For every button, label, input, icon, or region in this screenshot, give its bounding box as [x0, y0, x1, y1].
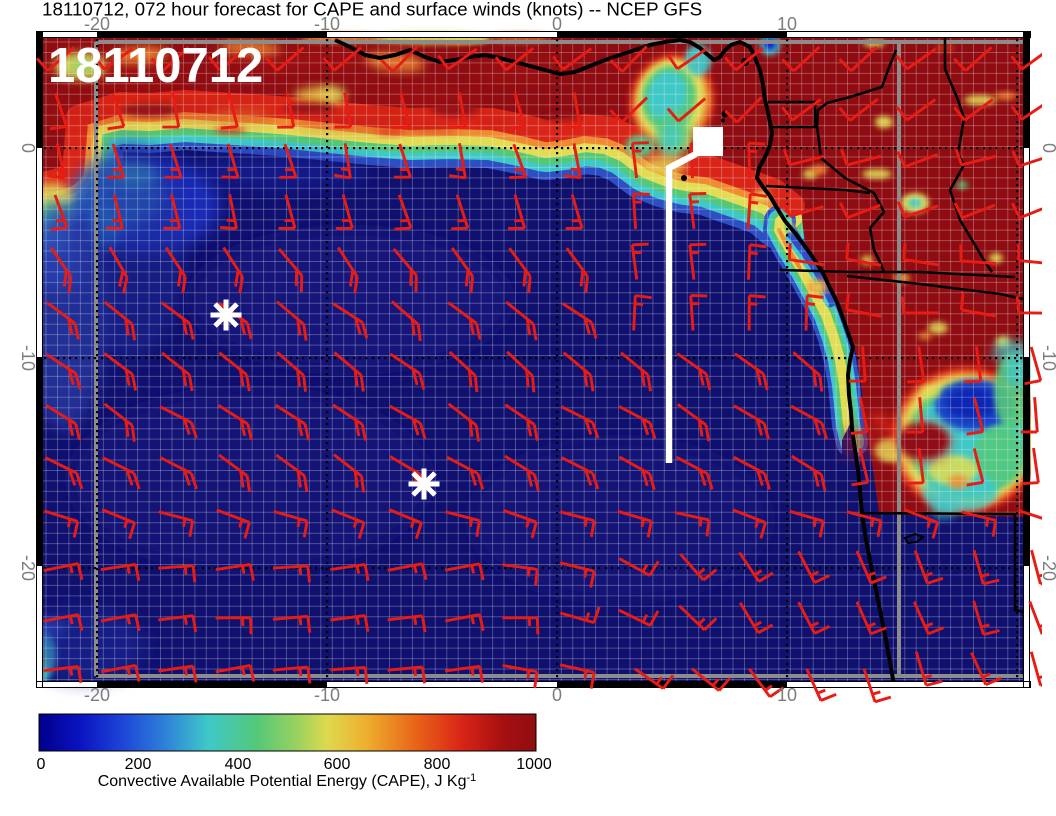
svg-text:10: 10 [777, 14, 797, 34]
svg-text:200: 200 [125, 756, 152, 773]
svg-text:Convective Available Potential: Convective Available Potential Energy (C… [98, 772, 477, 790]
svg-text:400: 400 [225, 756, 252, 773]
svg-text:800: 800 [424, 756, 451, 773]
svg-text:18110712: 18110712 [48, 39, 263, 93]
svg-text:1000: 1000 [516, 756, 552, 773]
svg-text:-20: -20 [18, 555, 38, 581]
svg-text:-10: -10 [314, 14, 340, 34]
svg-text:0: 0 [1039, 143, 1056, 153]
svg-text:0: 0 [552, 14, 562, 34]
svg-text:-10: -10 [1039, 345, 1056, 371]
svg-text:10: 10 [777, 685, 797, 705]
svg-text:-10: -10 [314, 685, 340, 705]
svg-text:-10: -10 [18, 345, 38, 371]
svg-text:-20: -20 [84, 14, 110, 34]
svg-text:-20: -20 [84, 685, 110, 705]
svg-text:-20: -20 [1039, 555, 1056, 581]
svg-text:600: 600 [324, 756, 351, 773]
svg-text:0: 0 [18, 143, 38, 153]
svg-text:0: 0 [552, 685, 562, 705]
svg-text:0: 0 [37, 756, 46, 773]
svg-text:18110712, 072 hour forecast fo: 18110712, 072 hour forecast for CAPE and… [42, 0, 702, 20]
